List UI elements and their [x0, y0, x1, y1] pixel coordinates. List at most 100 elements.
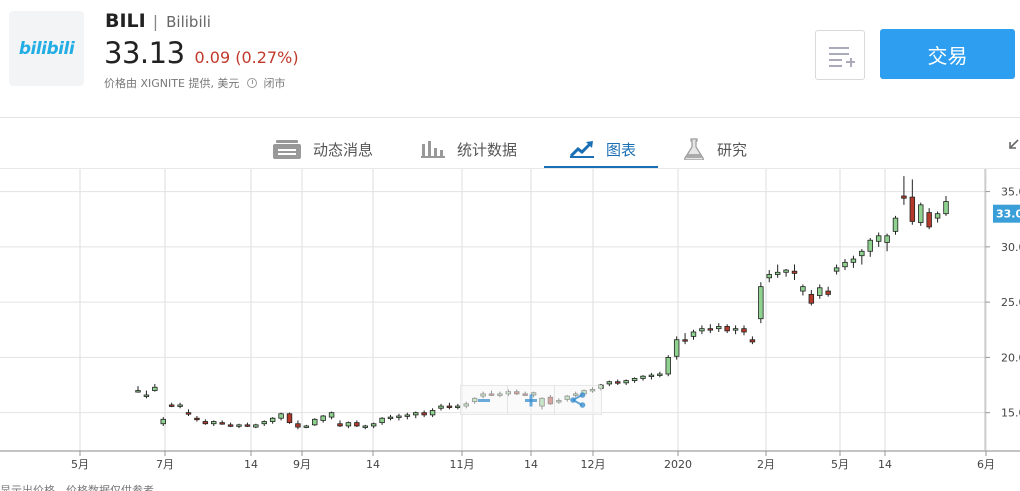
candle-body [438, 405, 444, 409]
candle-body [884, 235, 890, 243]
y-tick-label: 35.0 [1001, 186, 1020, 199]
x-tick-label: 7月 [156, 458, 174, 471]
candle-body [623, 380, 629, 384]
candle-body [303, 425, 310, 428]
candle-body [429, 410, 436, 416]
candle-body [842, 261, 848, 268]
x-tick-label: 12月 [581, 458, 606, 471]
y-tick-label: 15.0 [1001, 407, 1020, 420]
candle-body [716, 326, 722, 330]
tab-statistics[interactable]: 统计数据 [421, 130, 517, 168]
candle-body [707, 328, 714, 331]
candle-body [867, 239, 873, 252]
candle-body [741, 328, 747, 333]
candle-body [808, 293, 815, 304]
add-to-watchlist-button[interactable] [815, 30, 865, 80]
company-logo: bilibili [9, 11, 84, 86]
candle-body [850, 258, 857, 263]
current-price-tag [993, 204, 1020, 223]
current-price: 33.13 [104, 36, 185, 70]
x-tick-label: 5月 [71, 458, 89, 471]
ticker-symbol: BILI [105, 10, 146, 32]
candle-body [227, 424, 234, 427]
candle-body [690, 331, 697, 337]
candle-body [926, 212, 932, 228]
candle-body [295, 423, 301, 428]
candle-body [774, 271, 781, 275]
news-icon [273, 140, 301, 159]
candle-body [665, 357, 671, 375]
x-tick-label: 2月 [757, 458, 775, 471]
candle-body [286, 413, 293, 424]
candle-body [640, 375, 646, 379]
chart-zoom-controls [460, 385, 602, 415]
candlestick-chart[interactable]: 5月 7月 14 9月 14 11月 14 12月 2020 2月 5月 14 6月 35.0 30.0 25… [0, 169, 1020, 482]
candle-body [135, 390, 141, 393]
x-tick-label: 14 [244, 458, 258, 471]
candle-body [699, 328, 705, 332]
candle-body [152, 386, 158, 391]
candle-body [261, 421, 267, 425]
candle-body [800, 286, 806, 292]
candle-body [682, 339, 688, 342]
candle-body [758, 286, 764, 320]
clock-icon [247, 78, 258, 88]
candle-body [211, 421, 217, 425]
candle-body [615, 381, 621, 384]
tab-chart[interactable]: 图表 [570, 130, 636, 168]
share-chart-button[interactable] [555, 386, 601, 414]
price-source: 价格由 XIGNITE 提供, 美元 [104, 77, 240, 90]
company-name: Bilibili [166, 13, 211, 31]
tabs-divider [0, 168, 1020, 169]
candle-body [362, 425, 368, 428]
candle-body [202, 421, 209, 425]
x-tick-label: 14 [878, 458, 892, 471]
candle-body [657, 373, 663, 376]
trade-button[interactable]: 交易 [880, 29, 1015, 79]
candle-body [909, 196, 916, 222]
tab-research[interactable]: 研究 [683, 130, 747, 168]
zoom-in-icon [525, 394, 537, 407]
tab-news-label: 动态消息 [313, 140, 374, 159]
price-meta: 价格由 XIGNITE 提供, 美元 闭市 [104, 75, 285, 91]
candle-body [833, 267, 840, 272]
candle-body [160, 418, 166, 425]
candle-body [194, 417, 200, 421]
candle-body [749, 339, 756, 343]
current-price-tag-label: 33.0 [996, 208, 1020, 221]
candle-body [185, 412, 192, 415]
plus-icon [849, 57, 852, 67]
zoom-in-button[interactable] [508, 386, 555, 414]
candle-body [396, 415, 402, 418]
list-line [829, 53, 849, 55]
candle-body [631, 378, 638, 382]
candle-body [817, 287, 823, 296]
candle-body [901, 195, 907, 199]
bar-chart-icon [421, 141, 445, 158]
x-tick-label: 2020 [664, 458, 692, 471]
zoom-out-button[interactable] [461, 386, 508, 414]
candle-body [168, 404, 175, 407]
tab-news[interactable]: 动态消息 [273, 130, 373, 168]
candle-body [943, 201, 949, 215]
collapse-icon[interactable] [1008, 138, 1020, 152]
candle-body [875, 235, 882, 242]
x-tick-label: 14 [366, 458, 380, 471]
share-icon [570, 392, 586, 408]
candle-body [446, 405, 453, 408]
candle-body [918, 204, 924, 223]
candle-body [673, 339, 680, 357]
x-tick-label: 5月 [831, 458, 849, 471]
candle-body [934, 213, 941, 219]
candle-body [328, 412, 335, 418]
candle-body [404, 414, 411, 417]
x-tick-label: 14 [524, 458, 538, 471]
candle-body [732, 328, 739, 331]
tab-chart-label: 图表 [606, 140, 637, 159]
y-tick-label: 20.0 [1001, 351, 1020, 364]
price-change: 0.09 (0.27%) [194, 48, 299, 67]
candle-body [421, 412, 427, 416]
candle-body [312, 418, 318, 426]
candle-body [236, 424, 242, 427]
candle-body [253, 424, 259, 428]
